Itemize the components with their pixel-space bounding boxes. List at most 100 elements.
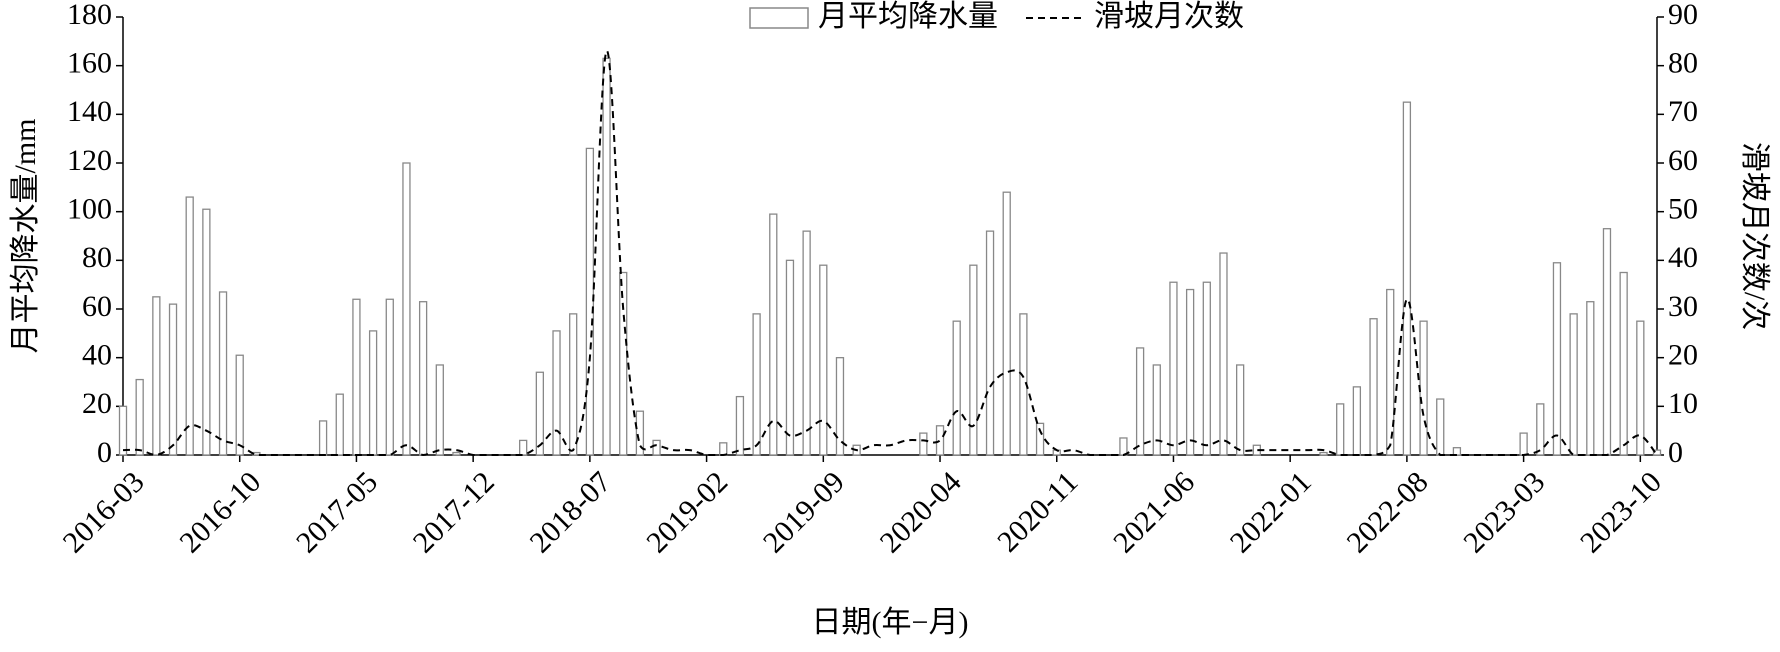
bar xyxy=(435,364,444,456)
y2-tick-label: 90 xyxy=(1668,0,1698,31)
x-tick-label: 2017-05 xyxy=(290,465,384,559)
y2-tick-label: 10 xyxy=(1668,387,1698,420)
bar xyxy=(602,57,611,456)
y-tick-label: 100 xyxy=(67,193,112,226)
legend: 月平均降水量 滑坡月次数 xyxy=(749,0,1244,33)
x-tick-label: 2019-09 xyxy=(757,465,851,559)
bar xyxy=(1219,252,1228,456)
bar xyxy=(1386,288,1395,456)
x-tick-label: 2020-04 xyxy=(874,465,968,559)
bar xyxy=(168,303,178,456)
bar xyxy=(1152,364,1161,456)
bar xyxy=(535,371,544,456)
bar xyxy=(1119,437,1128,456)
bar xyxy=(352,298,361,456)
y2-tick-label: 80 xyxy=(1668,47,1698,80)
x-tick-label: 2018-07 xyxy=(523,465,617,559)
bar xyxy=(952,320,961,456)
bar xyxy=(769,213,778,456)
bar xyxy=(318,420,328,456)
bar xyxy=(719,442,728,456)
y-tick-label: 0 xyxy=(97,436,112,469)
bar xyxy=(235,354,244,456)
y2-tick-label: 0 xyxy=(1668,436,1683,469)
bar xyxy=(1236,364,1245,456)
bar xyxy=(202,208,211,456)
bar xyxy=(619,271,628,456)
bar xyxy=(1419,320,1428,456)
x-tick-label: 2016-03 xyxy=(57,465,151,559)
bar xyxy=(919,432,928,456)
bar xyxy=(552,330,561,456)
bar xyxy=(585,147,595,456)
bar xyxy=(1336,403,1345,456)
bar xyxy=(335,393,344,456)
bar xyxy=(652,439,661,456)
bar xyxy=(1169,281,1178,456)
x-tick-label: 2023-10 xyxy=(1574,465,1668,559)
y2-tick-label: 50 xyxy=(1668,193,1698,226)
bar xyxy=(1185,288,1195,456)
bar xyxy=(418,301,428,456)
x-tick-label: 2019-02 xyxy=(640,465,734,559)
y-tick-label: 60 xyxy=(82,290,112,323)
bar xyxy=(1569,313,1578,456)
bar xyxy=(1352,386,1362,456)
bar xyxy=(402,162,411,456)
y-tick-label: 120 xyxy=(67,144,112,177)
y2-tick-label: 20 xyxy=(1668,339,1698,372)
bar xyxy=(1636,320,1645,456)
y-tick-label: 180 xyxy=(67,0,112,31)
bar xyxy=(385,298,394,456)
y2-tick-label: 40 xyxy=(1668,241,1698,274)
x-tick-label: 2023-03 xyxy=(1457,465,1551,559)
x-tick-label: 2020-11 xyxy=(991,465,1084,558)
bar xyxy=(1619,271,1628,456)
x-tick-label: 2016-10 xyxy=(173,465,267,559)
y-tick-label: 80 xyxy=(82,241,112,274)
bar xyxy=(1135,347,1145,456)
bar xyxy=(1586,301,1595,456)
bar xyxy=(1519,432,1528,456)
x-tick-label: 2022-08 xyxy=(1341,465,1435,559)
bar xyxy=(1035,422,1045,456)
y-axis-label: 月平均降水量/mm xyxy=(9,118,42,353)
bar xyxy=(785,259,795,456)
bar xyxy=(185,196,194,456)
bar xyxy=(519,439,528,456)
bar xyxy=(819,264,828,456)
bar xyxy=(1536,403,1545,456)
bar xyxy=(1602,228,1612,456)
bar xyxy=(152,296,161,456)
bar xyxy=(368,330,378,456)
bar xyxy=(969,264,978,456)
y2-tick-label: 60 xyxy=(1668,144,1698,177)
legend-label: 滑坡月次数 xyxy=(1094,0,1244,33)
bar xyxy=(1319,451,1328,456)
x-tick-label: 2017-12 xyxy=(407,465,501,559)
bar xyxy=(218,291,228,456)
y-tick-label: 40 xyxy=(82,339,112,372)
bar xyxy=(735,395,745,456)
bar xyxy=(1552,262,1562,456)
x-tick-label: 2022-01 xyxy=(1224,465,1318,559)
bar xyxy=(1452,447,1462,456)
bar xyxy=(635,410,645,456)
line xyxy=(122,50,1658,457)
bar xyxy=(835,357,845,456)
bar xyxy=(1652,449,1662,456)
bar xyxy=(569,313,578,456)
bar xyxy=(985,230,995,456)
y-tick-label: 160 xyxy=(67,47,112,80)
bar xyxy=(1436,398,1445,456)
x-tick-label: 2021-06 xyxy=(1107,465,1201,559)
bar xyxy=(752,313,761,456)
bar xyxy=(452,451,461,456)
y-tick-label: 140 xyxy=(67,95,112,128)
bar xyxy=(118,405,128,456)
y2-tick-label: 70 xyxy=(1668,95,1698,128)
bar xyxy=(802,230,811,456)
bar xyxy=(1202,281,1211,456)
x-axis-label: 日期(年−月) xyxy=(812,606,969,639)
